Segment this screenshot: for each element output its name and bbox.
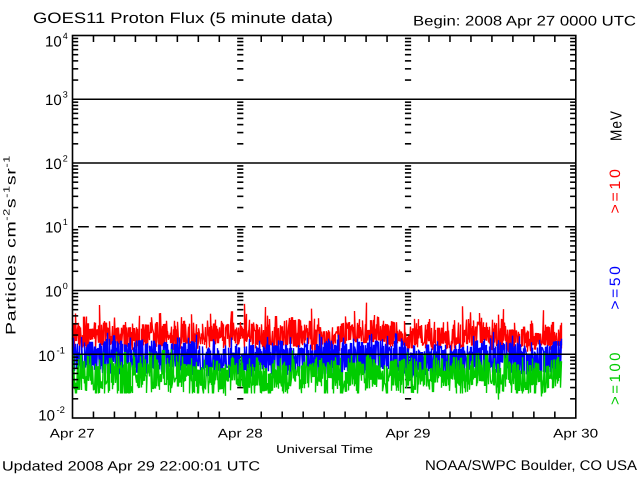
svg-text:-2: -2 xyxy=(57,405,65,416)
svg-text:Apr 29: Apr 29 xyxy=(386,427,431,441)
svg-text:-1: -1 xyxy=(57,346,65,357)
svg-text:1: 1 xyxy=(63,217,68,227)
svg-text:>=10: >=10 xyxy=(607,167,624,214)
svg-text:10: 10 xyxy=(45,156,62,173)
svg-text:Universal Time: Universal Time xyxy=(276,444,373,456)
svg-text:2: 2 xyxy=(63,153,68,163)
svg-text:GOES11 Proton Flux (5 minute d: GOES11 Proton Flux (5 minute data) xyxy=(33,10,333,27)
svg-text:Updated 2008 Apr 29 22:00:01 U: Updated 2008 Apr 29 22:00:01 UTC xyxy=(2,459,260,474)
svg-text:Apr 30: Apr 30 xyxy=(553,427,598,441)
svg-text:0: 0 xyxy=(63,281,68,291)
svg-text:Begin: 2008 Apr 27 0000 UTC: Begin: 2008 Apr 27 0000 UTC xyxy=(413,13,636,29)
svg-text:Particles cm-2s-1sr-1: Particles cm-2s-1sr-1 xyxy=(2,155,19,335)
svg-text:10: 10 xyxy=(38,348,55,365)
svg-text:>=50: >=50 xyxy=(607,264,624,310)
svg-text:Apr 27: Apr 27 xyxy=(50,427,95,441)
svg-text:10: 10 xyxy=(45,283,62,300)
svg-text:10: 10 xyxy=(38,408,55,425)
svg-text:NOAA/SWPC Boulder, CO USA: NOAA/SWPC Boulder, CO USA xyxy=(425,457,638,473)
svg-text:Apr 28: Apr 28 xyxy=(218,427,263,441)
svg-text:10: 10 xyxy=(45,220,62,237)
svg-text:>=100: >=100 xyxy=(607,350,624,405)
svg-text:3: 3 xyxy=(63,90,68,100)
svg-text:10: 10 xyxy=(45,92,62,109)
svg-text:10: 10 xyxy=(45,34,62,51)
svg-text:MeV: MeV xyxy=(609,110,626,141)
svg-text:4: 4 xyxy=(63,31,68,41)
